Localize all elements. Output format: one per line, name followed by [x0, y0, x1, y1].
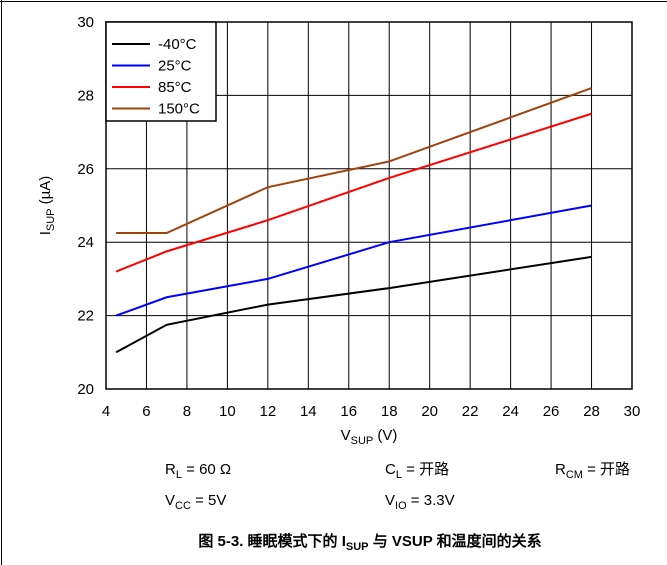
subscript: L	[176, 469, 182, 481]
condition-note: VCC = 5V	[165, 492, 226, 512]
condition-note: RCM = 开路	[555, 461, 630, 481]
x-tick-label: 24	[502, 403, 519, 420]
x-tick-label: 10	[219, 403, 236, 420]
subscript: IO	[395, 500, 407, 512]
text-part: R	[555, 461, 566, 478]
y-tick-label: 24	[77, 234, 94, 251]
y-tick-label: 30	[77, 14, 94, 31]
legend-box	[105, 21, 217, 122]
x-tick-label: 22	[462, 403, 479, 420]
y-tick-label: 22	[77, 308, 94, 325]
condition-note: VIO = 3.3V	[385, 492, 455, 512]
x-axis-label: VSUP (V)	[341, 427, 398, 447]
text-part: I	[37, 231, 54, 235]
x-tick-label: 28	[583, 403, 600, 420]
x-tick-label: 6	[142, 403, 150, 420]
y-tick-label: 26	[77, 161, 94, 178]
legend-label: 150°C	[158, 101, 200, 118]
y-tick-label: 20	[77, 381, 94, 398]
data-line	[116, 87, 592, 235]
subscript: L	[396, 469, 402, 481]
subscript: CC	[175, 500, 191, 512]
legend-label: -40°C	[158, 36, 197, 53]
text-part: 图 5-3. 睡眠模式下的 I	[198, 532, 346, 550]
text-part: = 3.3V	[407, 492, 455, 509]
legend-label: 85°C	[158, 79, 192, 96]
text-part: V	[385, 492, 395, 509]
text-part: (µA)	[37, 176, 54, 209]
x-tick-label: 12	[260, 403, 277, 420]
y-tick-label: 28	[77, 87, 94, 104]
subscript: SUP	[346, 541, 369, 553]
text-part: C	[385, 461, 396, 478]
text-part: = 开路	[402, 461, 449, 478]
x-tick-label: 30	[624, 403, 641, 420]
x-tick-label: 20	[421, 403, 438, 420]
x-tick-label: 26	[543, 403, 560, 420]
figure-caption: 图 5-3. 睡眠模式下的 ISUP 与 VSUP 和温度间的关系	[198, 532, 541, 553]
data-line	[115, 204, 592, 317]
subscript: SUP	[351, 435, 374, 447]
data-line	[115, 255, 592, 354]
x-tick-label: 18	[381, 403, 398, 420]
subscript: CM	[566, 469, 583, 481]
x-tick-label: 16	[340, 403, 357, 420]
text-part: = 5V	[191, 492, 226, 509]
text-part: V	[165, 492, 175, 509]
text-part: R	[165, 461, 176, 478]
text-part: = 60 Ω	[182, 461, 231, 478]
x-tick-label: 14	[300, 403, 317, 420]
x-tick-label: 8	[183, 403, 191, 420]
plot-border	[105, 21, 633, 390]
text-part: 与 VSUP 和温度间的关系	[369, 532, 542, 550]
y-axis-label: ISUP (µA)	[37, 176, 57, 236]
subscript: SUP	[45, 209, 57, 232]
text-part: = 开路	[583, 461, 630, 478]
x-tick-label: 4	[102, 403, 110, 420]
data-line	[115, 112, 592, 273]
text-part: (V)	[373, 427, 397, 444]
text-part: V	[341, 427, 351, 444]
condition-note: RL = 60 Ω	[165, 461, 231, 481]
legend-label: 25°C	[158, 58, 192, 75]
condition-note: CL = 开路	[385, 461, 449, 481]
